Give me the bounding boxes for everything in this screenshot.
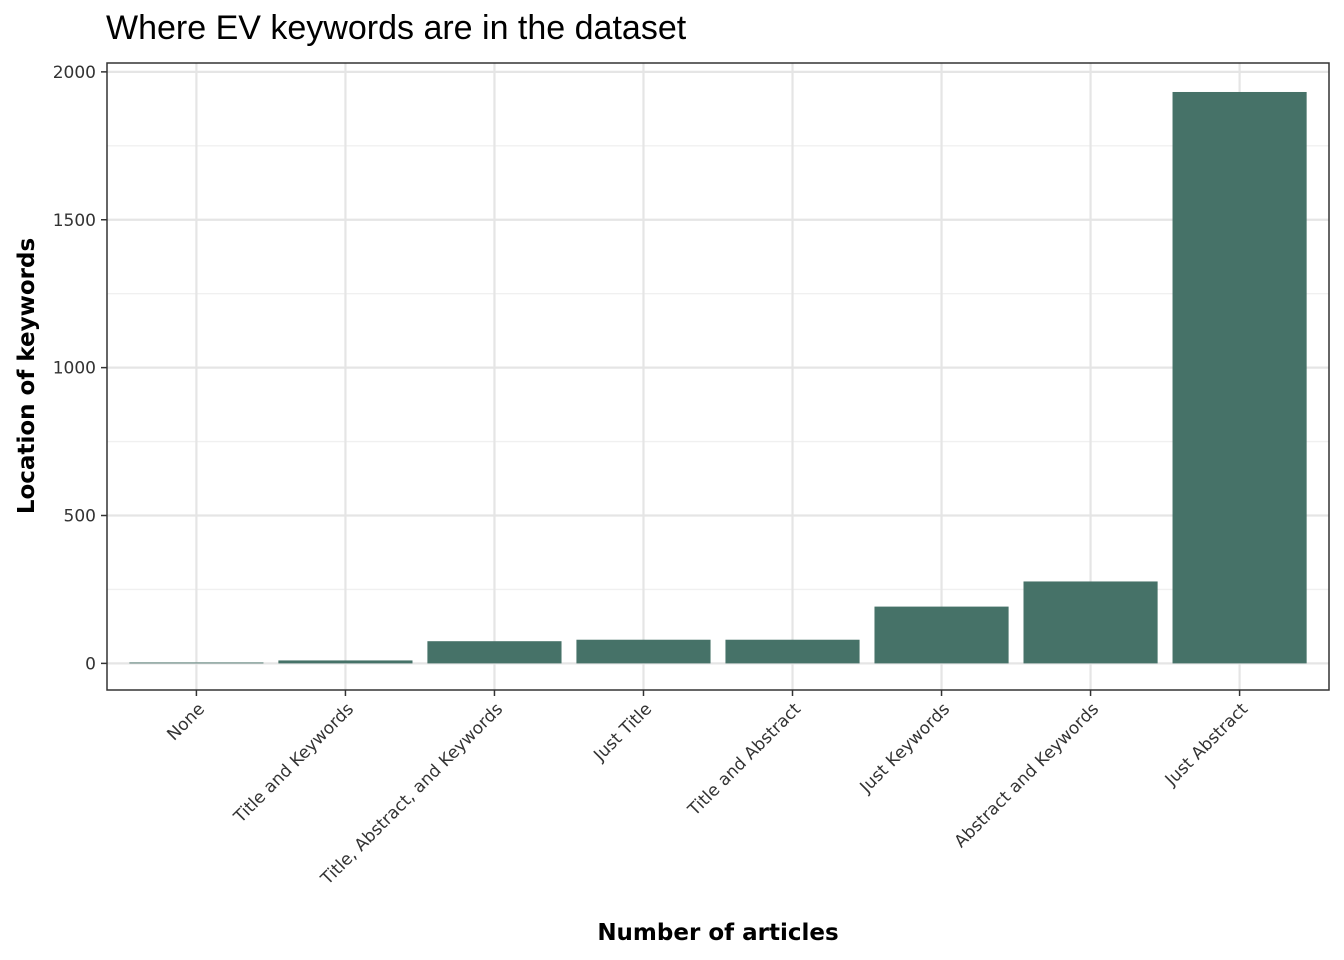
x-tick-label: Title and Keywords	[230, 699, 359, 828]
y-tick-label: 2000	[53, 63, 96, 83]
bar	[874, 606, 1009, 664]
bar	[1023, 581, 1158, 664]
y-axis-title: Location of keywords	[14, 238, 40, 514]
x-tick-label: Abstract and Keywords	[951, 699, 1104, 852]
x-axis-title: Number of articles	[597, 920, 838, 946]
y-tick-label: 500	[64, 507, 96, 527]
y-tick-label: 1000	[53, 359, 96, 379]
bar	[1172, 91, 1307, 664]
x-tick-label: Just Keywords	[856, 699, 955, 798]
x-tick-label: Title, Abstract, and Keywords	[317, 699, 507, 889]
bar	[725, 639, 860, 664]
x-tick-label: None	[163, 699, 209, 745]
x-tick-label: Just Title	[589, 699, 656, 766]
x-tick-label: Just Abstract	[1161, 699, 1253, 791]
bars	[129, 91, 1307, 664]
y-tick-label: 0	[85, 654, 96, 674]
bar	[427, 641, 562, 664]
bar	[129, 662, 264, 664]
bar	[576, 639, 711, 664]
plot-panel	[106, 62, 1330, 691]
y-tick-label: 1500	[53, 211, 96, 231]
chart-title: Where EV keywords are in the dataset	[106, 9, 687, 47]
bar	[278, 660, 413, 664]
y-axis: 0 500 1000 1500 2000	[53, 63, 107, 674]
x-tick-label: Title and Abstract	[684, 699, 806, 821]
gridlines	[107, 63, 1329, 690]
